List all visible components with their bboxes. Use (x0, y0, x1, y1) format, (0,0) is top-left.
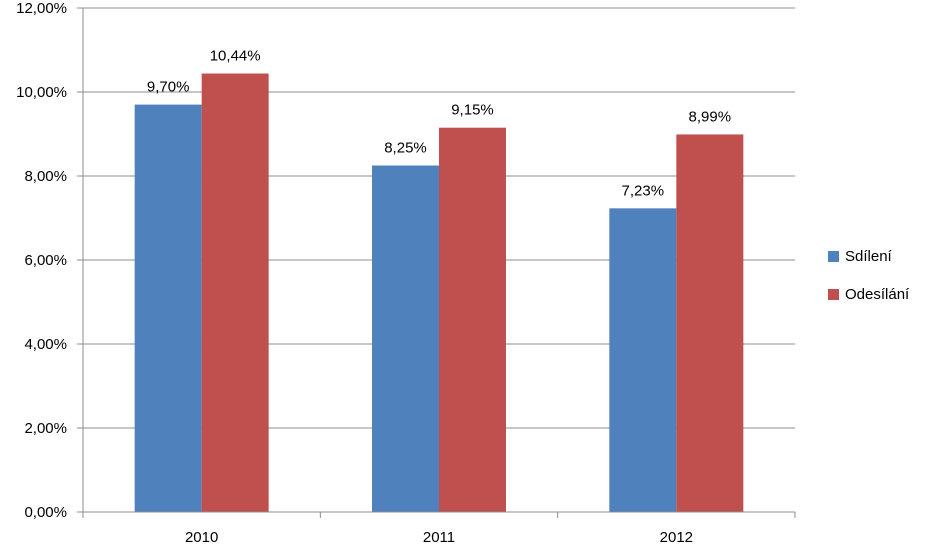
data-label: 8,25% (384, 140, 427, 157)
data-label: 9,15% (451, 102, 494, 119)
legend-swatch (828, 251, 839, 262)
data-label: 10,44% (210, 48, 261, 65)
y-tick-labels: 0,00% 2,00% 4,00% 6,00% 8,00% 10,00% 12,00% (16, 0, 67, 521)
legend-swatch (828, 289, 839, 300)
y-tick-label: 0,00% (24, 504, 67, 521)
data-labels: 9,70% 10,44% 8,25% 9,15% 7,23% 8,99% (147, 48, 731, 200)
bar-Sdílení-2012 (609, 208, 677, 512)
x-tick-label: 2012 (660, 529, 693, 546)
legend-label: Odesílání (845, 286, 910, 303)
x-tick-label: 2011 (423, 529, 455, 546)
data-label: 7,23% (622, 182, 665, 199)
legend-label: Sdílení (845, 248, 893, 265)
y-tick-label: 8,00% (24, 168, 67, 185)
bar-Sdílení-2011 (372, 165, 439, 512)
y-tick-label: 6,00% (24, 252, 67, 269)
y-tick-label: 2,00% (24, 420, 67, 437)
x-tick-label: 2010 (185, 529, 218, 546)
data-label: 8,99% (689, 108, 732, 125)
y-tick-label: 4,00% (24, 336, 67, 353)
x-tick-labels: 2010 2011 2012 (185, 529, 693, 546)
legend: Sdílení Odesílání (828, 248, 910, 303)
bar-Odesílání-2011 (439, 127, 506, 512)
axes (77, 7, 796, 518)
y-tick-label: 10,00% (16, 84, 67, 101)
bar-Odesílání-2010 (201, 73, 269, 513)
bars (134, 73, 744, 513)
bar-Odesílání-2012 (676, 134, 744, 513)
bar-Sdílení-2010 (134, 104, 202, 512)
data-label: 9,70% (147, 79, 190, 96)
y-tick-label: 12,00% (16, 0, 67, 17)
